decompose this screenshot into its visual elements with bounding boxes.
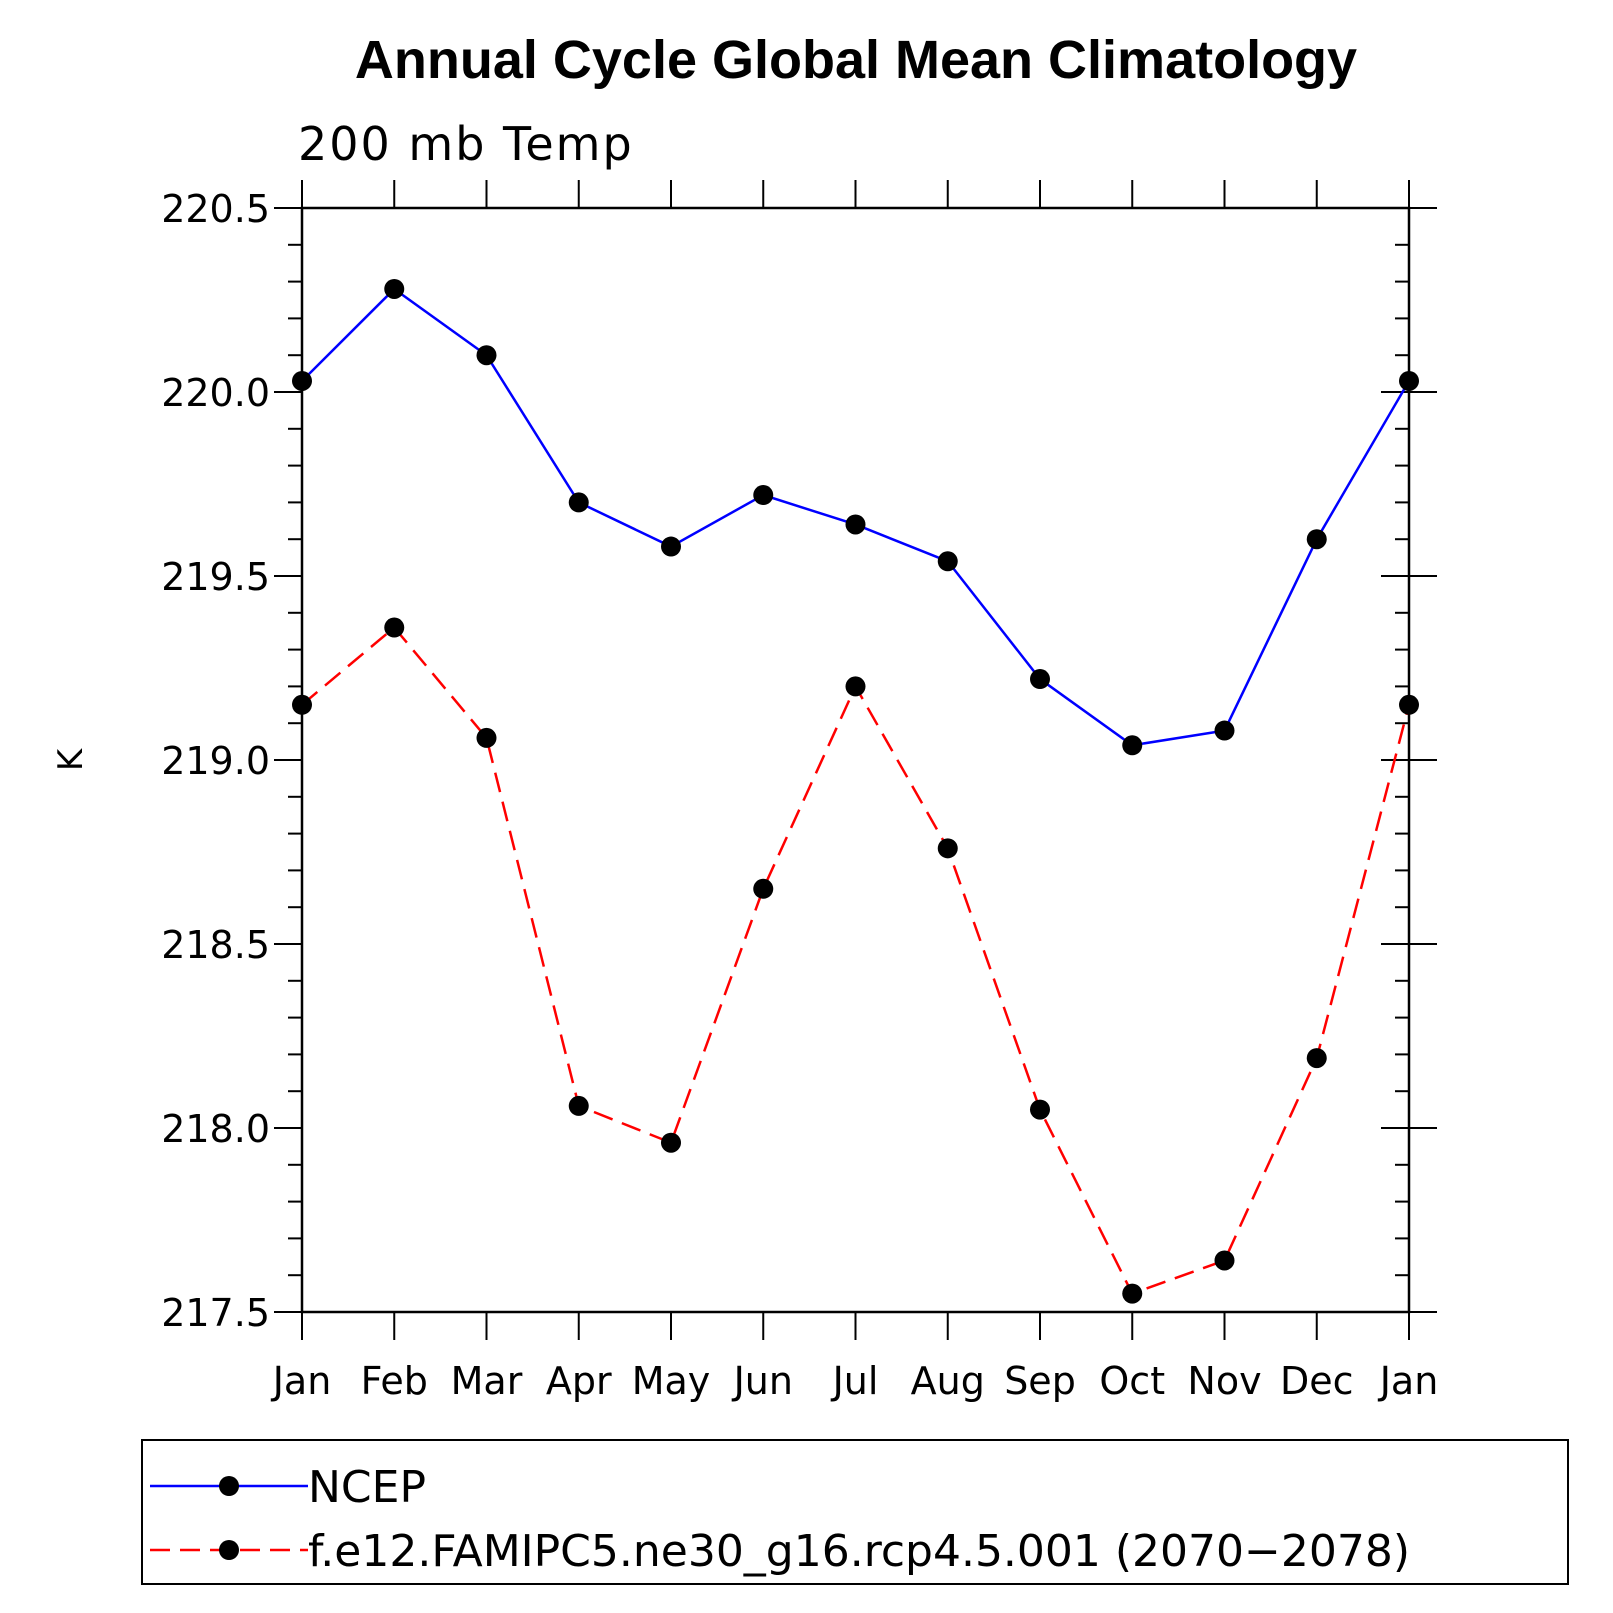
- data-point-series-1: [476, 727, 497, 748]
- x-tick-label: Jan: [271, 1359, 332, 1403]
- data-point-series-1: [1399, 694, 1419, 715]
- legend-label-0: NCEP: [308, 1462, 426, 1513]
- plot-axes: 217.5 218.0 218.5 219.0 219.5 220.0 220.5 Jan Fe…: [161, 180, 1438, 1403]
- data-point-series-0: [384, 278, 405, 299]
- x-tick-label: Jun: [732, 1359, 793, 1403]
- x-tick-label: Feb: [361, 1359, 428, 1403]
- data-point-series-0: [1122, 735, 1143, 756]
- data-point-series-1: [292, 694, 312, 715]
- legend-marker-1: [219, 1540, 239, 1560]
- data-point-series-1: [568, 1095, 589, 1116]
- y-tick-label: 217.5: [161, 1291, 270, 1335]
- data-point-series-1: [384, 617, 405, 638]
- x-tick-label: Aug: [911, 1359, 985, 1403]
- x-tick-label: May: [632, 1359, 711, 1403]
- series-line-1: [301, 625, 1411, 1296]
- data-point-series-1: [937, 838, 958, 859]
- data-point-series-1: [1122, 1283, 1143, 1304]
- y-tick-label: 219.0: [161, 739, 270, 783]
- x-tick-label: Mar: [451, 1359, 523, 1403]
- x-tick-label: Apr: [546, 1359, 612, 1403]
- data-point-series-0: [1306, 529, 1327, 550]
- data-point-series-0: [937, 551, 958, 572]
- data-point-series-1: [753, 878, 774, 899]
- x-tick-label: Oct: [1099, 1359, 1165, 1403]
- legend-box: [141, 1439, 1569, 1585]
- y-axis-label: K: [51, 747, 91, 771]
- series-layer: [292, 278, 1419, 1304]
- legend-label-1: f.e12.FAMIPC5.ne30_g16.rcp4.5.001 (2070−…: [308, 1526, 1410, 1577]
- data-point-series-1: [1306, 1048, 1327, 1069]
- data-point-series-1: [1030, 1099, 1050, 1120]
- data-point-series-0: [1399, 370, 1419, 391]
- x-tick-label: Sep: [1004, 1359, 1076, 1403]
- data-point-series-1: [1214, 1250, 1235, 1271]
- data-point-series-0: [661, 536, 681, 557]
- legend: NCEP f.e12.FAMIPC5.ne30_g16.rcp4.5.001 (2…: [141, 1439, 1569, 1585]
- y-tick-label: 218.0: [161, 1107, 270, 1151]
- x-tick-label: Jul: [831, 1359, 879, 1403]
- data-point-series-0: [292, 370, 312, 391]
- x-tick-label: Jan: [1378, 1359, 1439, 1403]
- data-point-series-0: [476, 345, 497, 366]
- data-point-series-0: [568, 492, 589, 513]
- x-tick-label: Dec: [1280, 1359, 1354, 1403]
- chart-title: Annual Cycle Global Mean Climatology: [355, 30, 1357, 90]
- data-point-series-0: [845, 514, 866, 535]
- x-tick-label: Nov: [1187, 1359, 1261, 1403]
- data-point-series-0: [753, 485, 774, 506]
- data-point-series-1: [845, 676, 866, 697]
- data-point-series-1: [661, 1132, 681, 1153]
- y-tick-label: 220.0: [161, 371, 270, 415]
- y-tick-label: 219.5: [161, 555, 270, 599]
- chart-subtitle: 200 mb Temp: [298, 117, 634, 171]
- y-tick-label: 218.5: [161, 923, 270, 967]
- data-point-series-0: [1030, 669, 1050, 690]
- plot-frame: [300, 206, 1411, 1314]
- y-tick-label: 220.5: [161, 187, 270, 231]
- legend-marker-0: [219, 1476, 239, 1496]
- data-point-series-0: [1214, 720, 1235, 741]
